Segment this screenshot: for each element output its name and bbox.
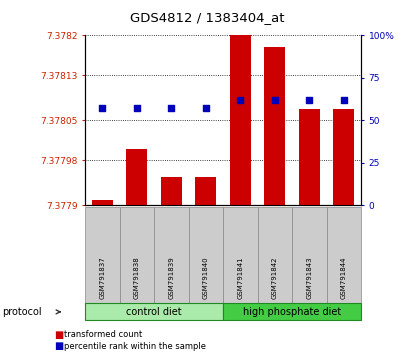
Bar xyxy=(230,35,251,205)
Text: GSM791838: GSM791838 xyxy=(134,256,140,299)
Point xyxy=(271,97,278,103)
Text: high phosphate diet: high phosphate diet xyxy=(243,307,341,317)
Point xyxy=(237,97,244,103)
Text: GSM791840: GSM791840 xyxy=(203,257,209,299)
Text: ■: ■ xyxy=(54,330,63,339)
Point xyxy=(203,105,209,111)
Bar xyxy=(127,149,147,205)
Text: protocol: protocol xyxy=(2,307,42,317)
Point xyxy=(134,105,140,111)
Point xyxy=(99,105,106,111)
Text: percentile rank within the sample: percentile rank within the sample xyxy=(64,342,206,351)
Text: GSM791837: GSM791837 xyxy=(99,256,105,299)
Bar xyxy=(161,177,182,205)
Point xyxy=(306,97,312,103)
Text: GSM791841: GSM791841 xyxy=(237,257,243,299)
Text: GSM791839: GSM791839 xyxy=(168,256,174,299)
Bar xyxy=(92,200,113,205)
Text: GSM791844: GSM791844 xyxy=(341,257,347,299)
Point xyxy=(340,97,347,103)
Bar xyxy=(334,109,354,205)
Text: GDS4812 / 1383404_at: GDS4812 / 1383404_at xyxy=(130,11,285,24)
Text: GSM791843: GSM791843 xyxy=(306,257,312,299)
Bar xyxy=(299,109,320,205)
Bar xyxy=(195,177,216,205)
Point xyxy=(168,105,175,111)
Text: GSM791842: GSM791842 xyxy=(272,257,278,299)
Text: ■: ■ xyxy=(54,341,63,351)
Text: transformed count: transformed count xyxy=(64,330,143,339)
Bar xyxy=(264,47,285,205)
Text: control diet: control diet xyxy=(126,307,182,317)
